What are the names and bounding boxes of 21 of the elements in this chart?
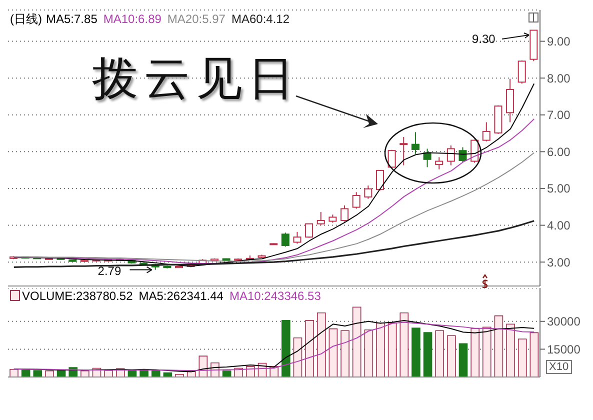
text: MA5:7.85: [46, 12, 98, 26]
chart-title: (日线): [10, 12, 42, 26]
annotation: 9.30: [472, 32, 496, 46]
y-tick-label: 9.00: [547, 34, 571, 49]
text: MA20:5.97: [167, 12, 226, 26]
annotation: 拨云见日: [92, 50, 300, 107]
y-tick-label: 5.00: [547, 182, 571, 196]
annotation: 2.79: [98, 264, 122, 278]
y-tick-label: 8.00: [547, 71, 571, 86]
y-tick-label: 30000: [547, 314, 581, 329]
y-tick-label: 7.00: [547, 108, 571, 122]
y-tick-label: 4.00: [547, 218, 571, 233]
text: MA10:6.89: [103, 12, 162, 26]
y-tick-label: 3.00: [547, 255, 571, 270]
text: MA5:262341.44: [138, 289, 224, 303]
text: MA60:4.12: [231, 12, 290, 26]
y-tick-label: 6.00: [547, 144, 571, 159]
y-tick-label: 15000: [547, 342, 581, 356]
text: X10: [546, 360, 572, 374]
legend-label: VOLUME:238780.52: [21, 289, 133, 303]
text: MA10:243346.53: [229, 289, 321, 303]
